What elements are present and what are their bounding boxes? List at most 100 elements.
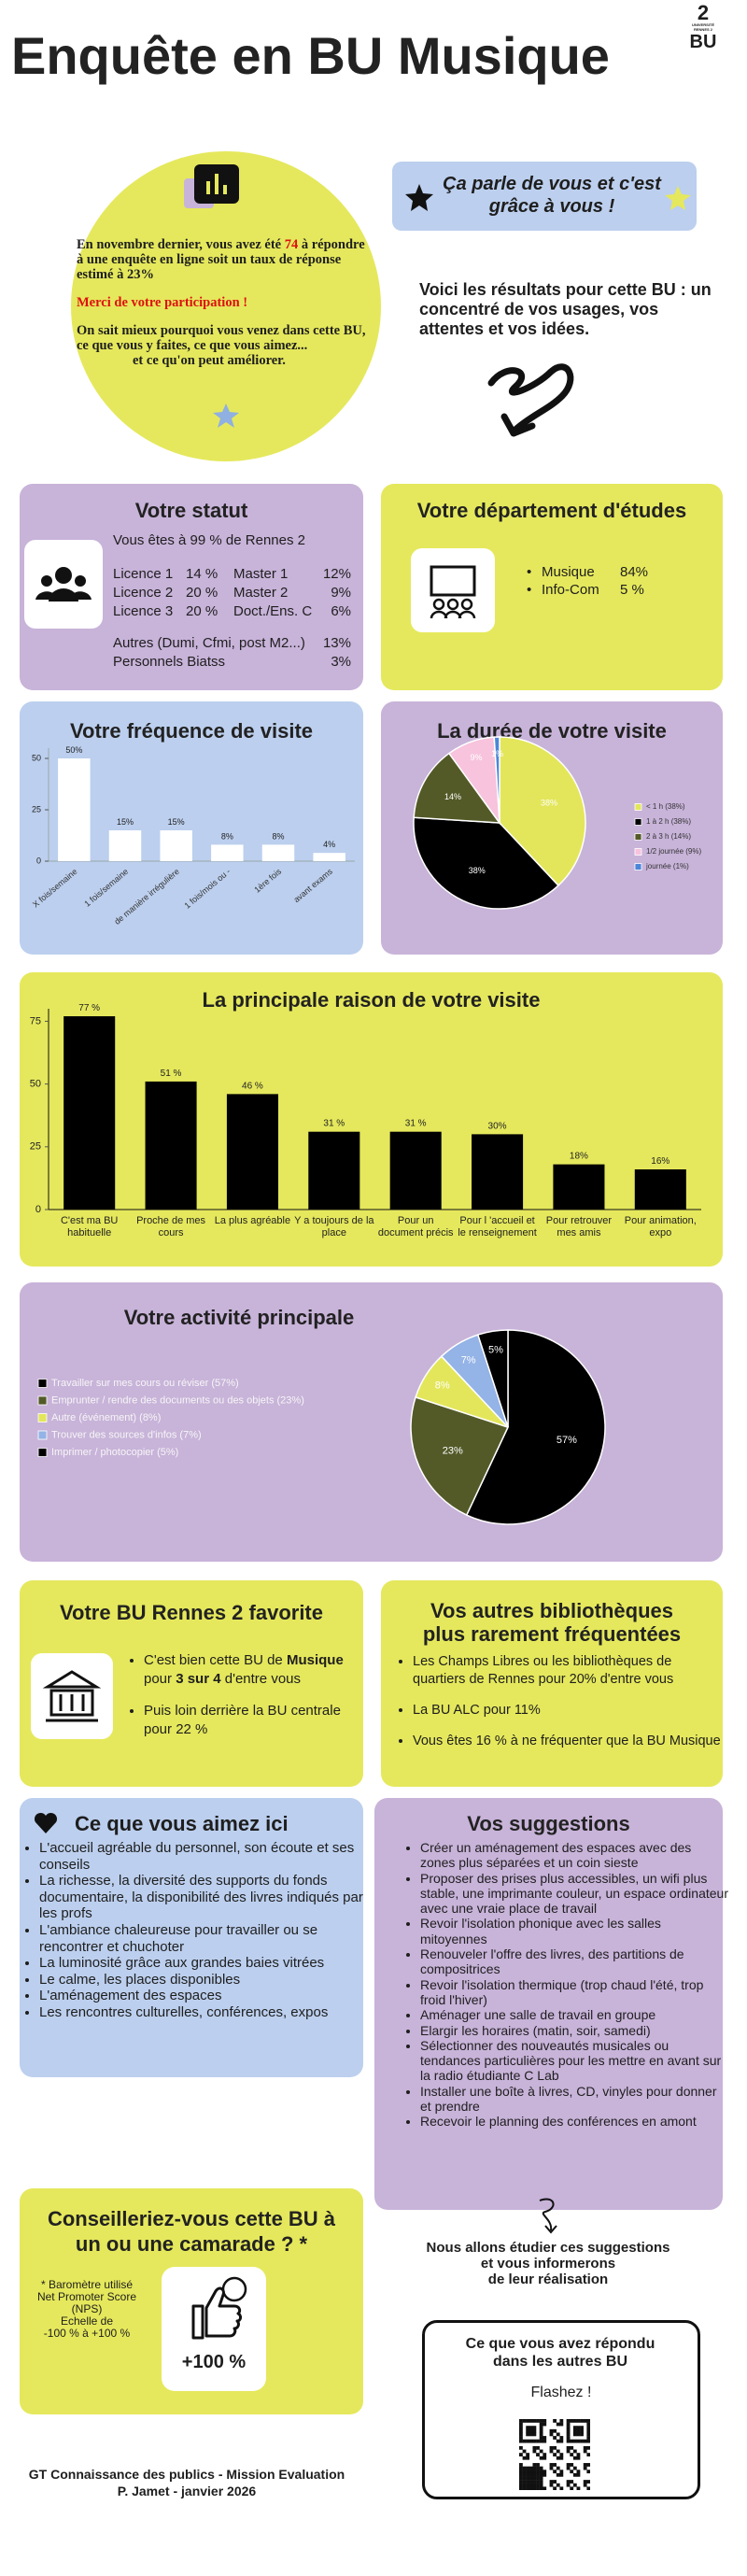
qr-module bbox=[556, 2422, 560, 2427]
qr-module bbox=[529, 2466, 533, 2470]
y-tick-label: 50 bbox=[32, 753, 41, 762]
qr-module bbox=[556, 2439, 560, 2443]
qr-module bbox=[586, 2470, 590, 2474]
pie-slice bbox=[476, 1329, 509, 1428]
qr-module bbox=[539, 2432, 543, 2437]
x-tick-label: 1 fois/semaine bbox=[82, 867, 130, 909]
dept-name: Musique bbox=[542, 564, 595, 580]
level-label: Licence 1 bbox=[113, 566, 174, 582]
qr-module bbox=[566, 2436, 571, 2440]
qr-module bbox=[586, 2463, 590, 2467]
legend-swatch bbox=[634, 803, 642, 811]
legend-swatch bbox=[634, 863, 642, 870]
qr-module bbox=[532, 2472, 537, 2477]
qr-module bbox=[526, 2470, 530, 2474]
legend-swatch bbox=[634, 833, 642, 841]
qr-module bbox=[576, 2432, 581, 2437]
qr-module bbox=[522, 2470, 527, 2474]
qr-module bbox=[543, 2453, 547, 2457]
qr-module bbox=[566, 2428, 571, 2433]
qr-module bbox=[553, 2463, 557, 2467]
chart: 0 25 50 50% X fois/semaine 15% 1 fois/semaine 1… bbox=[31, 745, 355, 927]
icon-head bbox=[55, 567, 72, 584]
qr-module bbox=[570, 2419, 574, 2423]
level-share: 9% bbox=[331, 585, 351, 601]
qr-module bbox=[519, 2466, 523, 2470]
qr-cta: Flashez ! bbox=[530, 2385, 592, 2400]
qr-module bbox=[532, 2463, 537, 2467]
bold-text: 3 sur 4 bbox=[176, 1671, 221, 1687]
qr-module bbox=[529, 2439, 533, 2443]
x-tick-box: Pour l 'accueil et le renseignement bbox=[458, 1215, 537, 1238]
qr-module bbox=[529, 2476, 533, 2481]
qr-module bbox=[532, 2445, 537, 2450]
qr-module bbox=[576, 2456, 581, 2460]
icon-head bbox=[446, 598, 459, 611]
qr-module bbox=[526, 2483, 530, 2487]
intro-circle bbox=[71, 151, 381, 461]
list-item: Renouveler l'offre des livres, des parti… bbox=[420, 1946, 728, 1977]
qr-module bbox=[519, 2483, 523, 2487]
other-label: Autres (Dumi, Cfmi, post M2...) bbox=[113, 635, 305, 651]
bar bbox=[145, 1081, 197, 1210]
x-tick-box: Pour un document précis bbox=[378, 1215, 454, 1238]
qr-module bbox=[566, 2483, 571, 2487]
logo-university: UNIVERSITÉ RENNES 2 bbox=[691, 22, 714, 32]
list-item: Recevoir le planning des conférences en … bbox=[420, 2114, 728, 2129]
x-tick-box: Proche de mes cours bbox=[136, 1215, 205, 1238]
arrow-line bbox=[487, 363, 574, 433]
qr-module bbox=[532, 2480, 537, 2484]
logo: 2 UNIVERSITÉ RENNES 2 BU bbox=[685, 3, 721, 53]
qr-module bbox=[586, 2428, 590, 2433]
legend-label: journée (1%) bbox=[645, 862, 689, 870]
list-item: Les Champs Libres ou les bibliothèques d… bbox=[413, 1653, 721, 1689]
list-item: Les rencontres culturelles, conférences,… bbox=[39, 2004, 366, 2021]
section-title: Votre BU Rennes 2 favorite bbox=[59, 1601, 323, 1624]
qr-module bbox=[570, 2470, 574, 2474]
list-item: Revoir l'isolation thermique (trop chaud… bbox=[420, 1977, 728, 2008]
x-tick-label: Pour l 'accueil et le renseignement bbox=[458, 1215, 537, 1238]
qr-module bbox=[559, 2472, 564, 2477]
qr-module bbox=[519, 2476, 523, 2481]
qr-module bbox=[539, 2470, 543, 2474]
qr-module bbox=[536, 2419, 540, 2423]
likes-card bbox=[20, 1798, 363, 2077]
other-share: 13% bbox=[322, 635, 351, 651]
level-label: Master 1 bbox=[233, 566, 289, 582]
chart: 38% < 1 h (38%) 38% 1 à 2 h (38%) 14% 2 à 3 h… bbox=[413, 736, 701, 910]
qr-module bbox=[570, 2439, 574, 2443]
qr-module bbox=[522, 2439, 527, 2443]
legend-swatch bbox=[37, 1448, 48, 1457]
icon-head bbox=[432, 598, 445, 611]
slice-label: 38% bbox=[541, 798, 557, 807]
qr-module bbox=[583, 2483, 587, 2487]
qr-module bbox=[572, 2432, 577, 2437]
value-label: 8% bbox=[221, 831, 233, 841]
qr-module bbox=[543, 2436, 547, 2440]
qr-module bbox=[586, 2436, 590, 2440]
chart-title: Votre fréquence de visite bbox=[69, 719, 313, 743]
legend-swatch bbox=[37, 1379, 48, 1388]
value-label: 50% bbox=[65, 745, 82, 755]
bar bbox=[472, 1134, 524, 1210]
nps-score: +100 % bbox=[181, 2352, 247, 2372]
qr-code bbox=[519, 2419, 590, 2490]
qr-module bbox=[539, 2449, 543, 2454]
classroom-icon bbox=[411, 548, 495, 632]
qr-module bbox=[570, 2453, 574, 2457]
intro-text: En novembre dernier, vous avez été 74 à … bbox=[77, 237, 368, 368]
qr-module bbox=[586, 2445, 590, 2450]
footer-line: P. Jamet - janvier 2026 bbox=[117, 2484, 257, 2498]
y-tick-label: 75 bbox=[30, 1015, 41, 1026]
x-tick-box: C'est ma BU habituelle bbox=[61, 1215, 118, 1238]
icon-head bbox=[75, 575, 86, 587]
value-label: 8% bbox=[272, 831, 284, 841]
qr-module bbox=[566, 2439, 571, 2443]
icon-body bbox=[49, 588, 78, 602]
x-tick-box: Pour retrouver mes amis bbox=[546, 1215, 612, 1238]
qr-module bbox=[570, 2480, 574, 2484]
qr-module bbox=[549, 2432, 554, 2437]
y-tick-label: 0 bbox=[36, 856, 41, 865]
qr-module bbox=[586, 2439, 590, 2443]
qr-module bbox=[526, 2480, 530, 2484]
